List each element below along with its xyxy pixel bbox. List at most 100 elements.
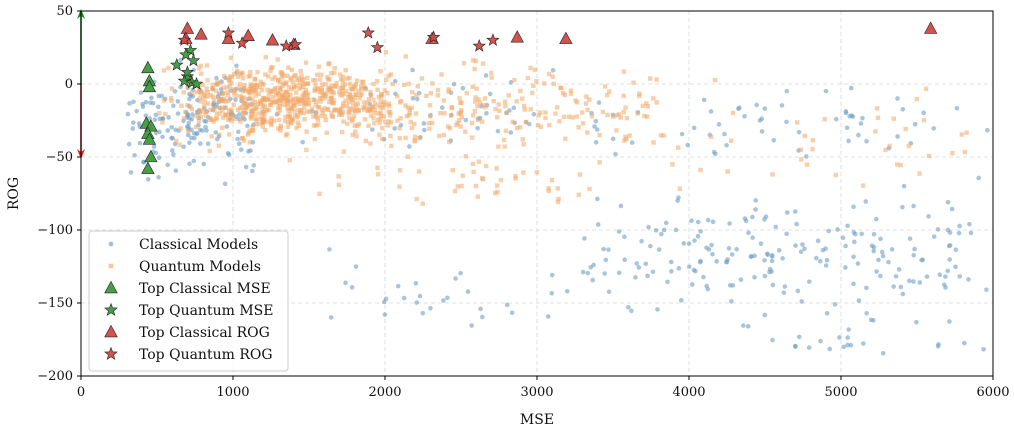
quantum-point [298,109,303,114]
quantum-point [375,172,381,177]
quantum-point [358,92,363,98]
classical-point [189,135,194,141]
classical-point [762,106,768,111]
quantum-point [268,68,273,74]
quantum-point [177,142,182,147]
classical-point [673,227,679,233]
quantum-point [370,104,375,109]
classical-point [187,140,192,146]
quantum-point [497,108,502,113]
quantum-point [725,169,730,174]
classical-point [976,175,981,181]
quantum-point [241,138,247,143]
quantum-point [651,96,656,101]
classical-point [236,141,242,146]
classical-point [668,259,674,265]
quantum-point [229,113,235,118]
quantum-point [276,92,282,97]
quantum-point [185,103,190,108]
classical-point [966,277,971,282]
quantum-point [264,119,270,124]
quantum-point [375,117,381,123]
quantum-point [285,92,291,98]
classical-point [907,278,912,284]
classical-point [945,268,951,274]
quantum-point [323,82,328,87]
classical-point [722,131,727,137]
classical-point [165,162,171,168]
quantum-point [331,98,336,103]
quantum-point [235,107,241,113]
classical-point [798,249,804,255]
x-tick-label: 5000 [824,385,857,400]
quantum-point [459,107,464,113]
quantum-point [371,116,376,121]
quantum-point [181,90,186,95]
top-classical-mse-point [141,60,155,74]
classical-point [824,311,830,316]
quantum-point [469,120,475,126]
quantum-point [798,147,804,152]
quantum-point [631,80,636,85]
classical-point [780,256,785,261]
quantum-point [316,104,321,110]
quantum-point [352,85,358,90]
quantum-point [528,107,533,112]
legend-swatch [104,280,118,294]
classical-point [646,224,651,230]
quantum-point [290,97,296,102]
classical-point [852,239,857,245]
classical-point [626,304,631,310]
classical-point [156,174,161,180]
quantum-point [293,112,298,118]
classical-point [807,279,812,284]
quantum-point [302,81,307,86]
classical-point [629,140,635,145]
quantum-point [799,157,804,162]
quantum-point [388,120,394,125]
quantum-point [367,106,372,111]
quantum-point [221,85,226,90]
quantum-point [318,113,324,119]
quantum-point [388,133,393,139]
classical-point [845,335,850,340]
quantum-point [226,132,232,137]
classical-point [911,252,917,258]
quantum-point [313,110,319,115]
quantum-point [389,143,394,149]
quantum-point [249,111,254,117]
quantum-point [253,93,258,98]
quantum-point [197,96,202,101]
quantum-point [217,111,223,116]
quantum-point [282,98,288,103]
classical-point [245,123,250,129]
quantum-point [378,69,383,74]
classical-point [458,270,463,276]
quantum-point [353,129,358,134]
classical-point [451,81,457,87]
classical-point [889,247,895,252]
classical-point [893,274,899,279]
classical-point [912,122,918,127]
quantum-point [576,192,581,198]
quantum-point [450,167,456,173]
classical-point [141,159,146,165]
quantum-point [387,103,392,109]
classical-point [622,234,627,240]
quantum-point [248,109,254,114]
quantum-point [263,109,268,114]
quantum-point [794,120,800,125]
quantum-point [354,78,360,83]
classical-point [616,270,622,276]
classical-point [238,147,244,152]
classical-point [785,210,790,215]
quantum-point [520,137,525,142]
quantum-point [414,196,419,202]
quantum-point [224,90,230,95]
legend-swatch [104,324,118,338]
legend-label: Quantum Models [139,259,261,275]
quantum-point [873,129,878,134]
quantum-point [228,55,234,60]
classical-point [484,110,489,116]
quantum-point [363,138,369,143]
